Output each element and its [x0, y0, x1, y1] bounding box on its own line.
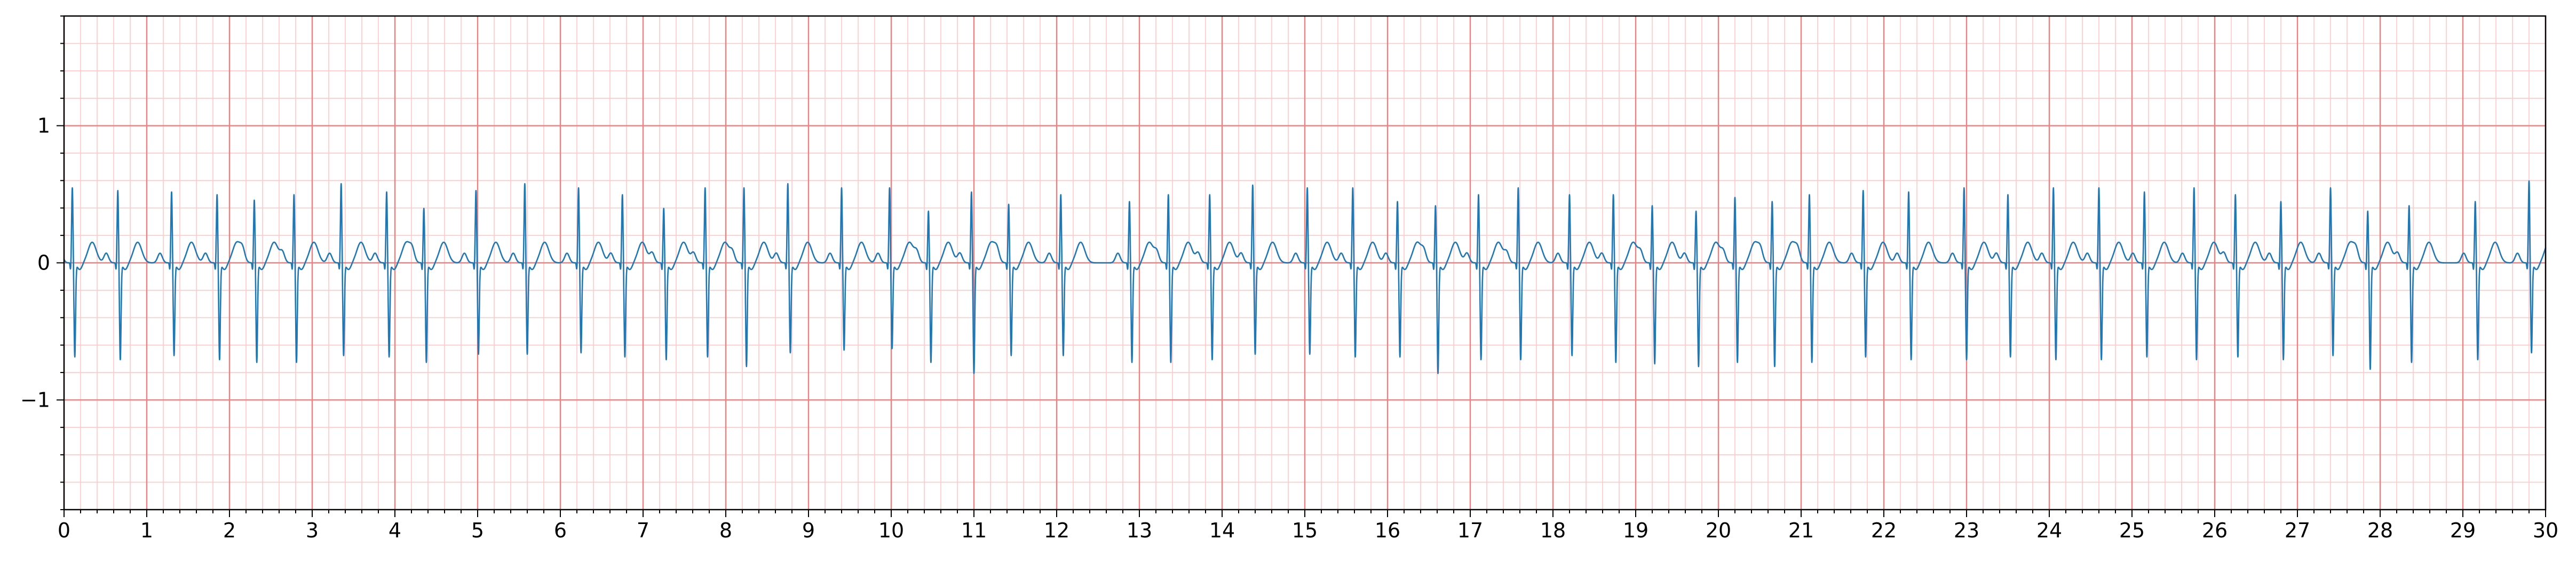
- x-tick-label: 17: [1457, 519, 1483, 542]
- x-tick-label: 6: [554, 519, 567, 542]
- x-tick-label: 29: [2450, 519, 2476, 542]
- x-tick-label: 15: [1292, 519, 1318, 542]
- x-tick-label: 14: [1209, 519, 1235, 542]
- x-tick-label: 22: [1871, 519, 1897, 542]
- x-tick-label: 12: [1044, 519, 1069, 542]
- x-tick-label: 24: [2036, 519, 2062, 542]
- x-tick-label: 28: [2367, 519, 2393, 542]
- y-axis: −1 0 1: [20, 15, 64, 510]
- x-tick-label: 25: [2119, 519, 2145, 542]
- x-tick-label: 5: [471, 519, 484, 542]
- y-tick-label: −1: [20, 388, 50, 411]
- ecg-trace: [63, 180, 2547, 374]
- x-tick-label: 23: [1954, 519, 1979, 542]
- x-tick-label: 7: [637, 519, 649, 542]
- x-tick-label: 10: [878, 519, 904, 542]
- x-tick-label: 26: [2202, 519, 2228, 542]
- y-tick-label: 1: [37, 114, 50, 138]
- x-tick-label: 4: [389, 519, 401, 542]
- x-tick-label: 19: [1623, 519, 1648, 542]
- x-tick-label: 11: [961, 519, 987, 542]
- x-tick-label: 21: [1788, 519, 1814, 542]
- x-tick-label: 18: [1540, 519, 1566, 542]
- x-tick-label: 1: [140, 519, 153, 542]
- x-tick-label: 0: [58, 519, 70, 542]
- x-tick-label: 16: [1375, 519, 1400, 542]
- x-tick-label: 30: [2533, 519, 2558, 542]
- x-tick-label: 20: [1706, 519, 1731, 542]
- x-tick-label: 3: [306, 519, 319, 542]
- x-tick-label: 8: [719, 519, 732, 542]
- x-tick-label: 2: [223, 519, 236, 542]
- x-axis: 0 1 2 3 4 5 6 7 8 9 10 11 12 13 14 15 16 17 18 19 20 21 22 23 24…: [58, 510, 2558, 542]
- x-tick-label: 27: [2285, 519, 2310, 542]
- y-tick-label: 0: [37, 251, 50, 275]
- x-tick-label: 9: [802, 519, 815, 542]
- x-tick-label: 13: [1127, 519, 1152, 542]
